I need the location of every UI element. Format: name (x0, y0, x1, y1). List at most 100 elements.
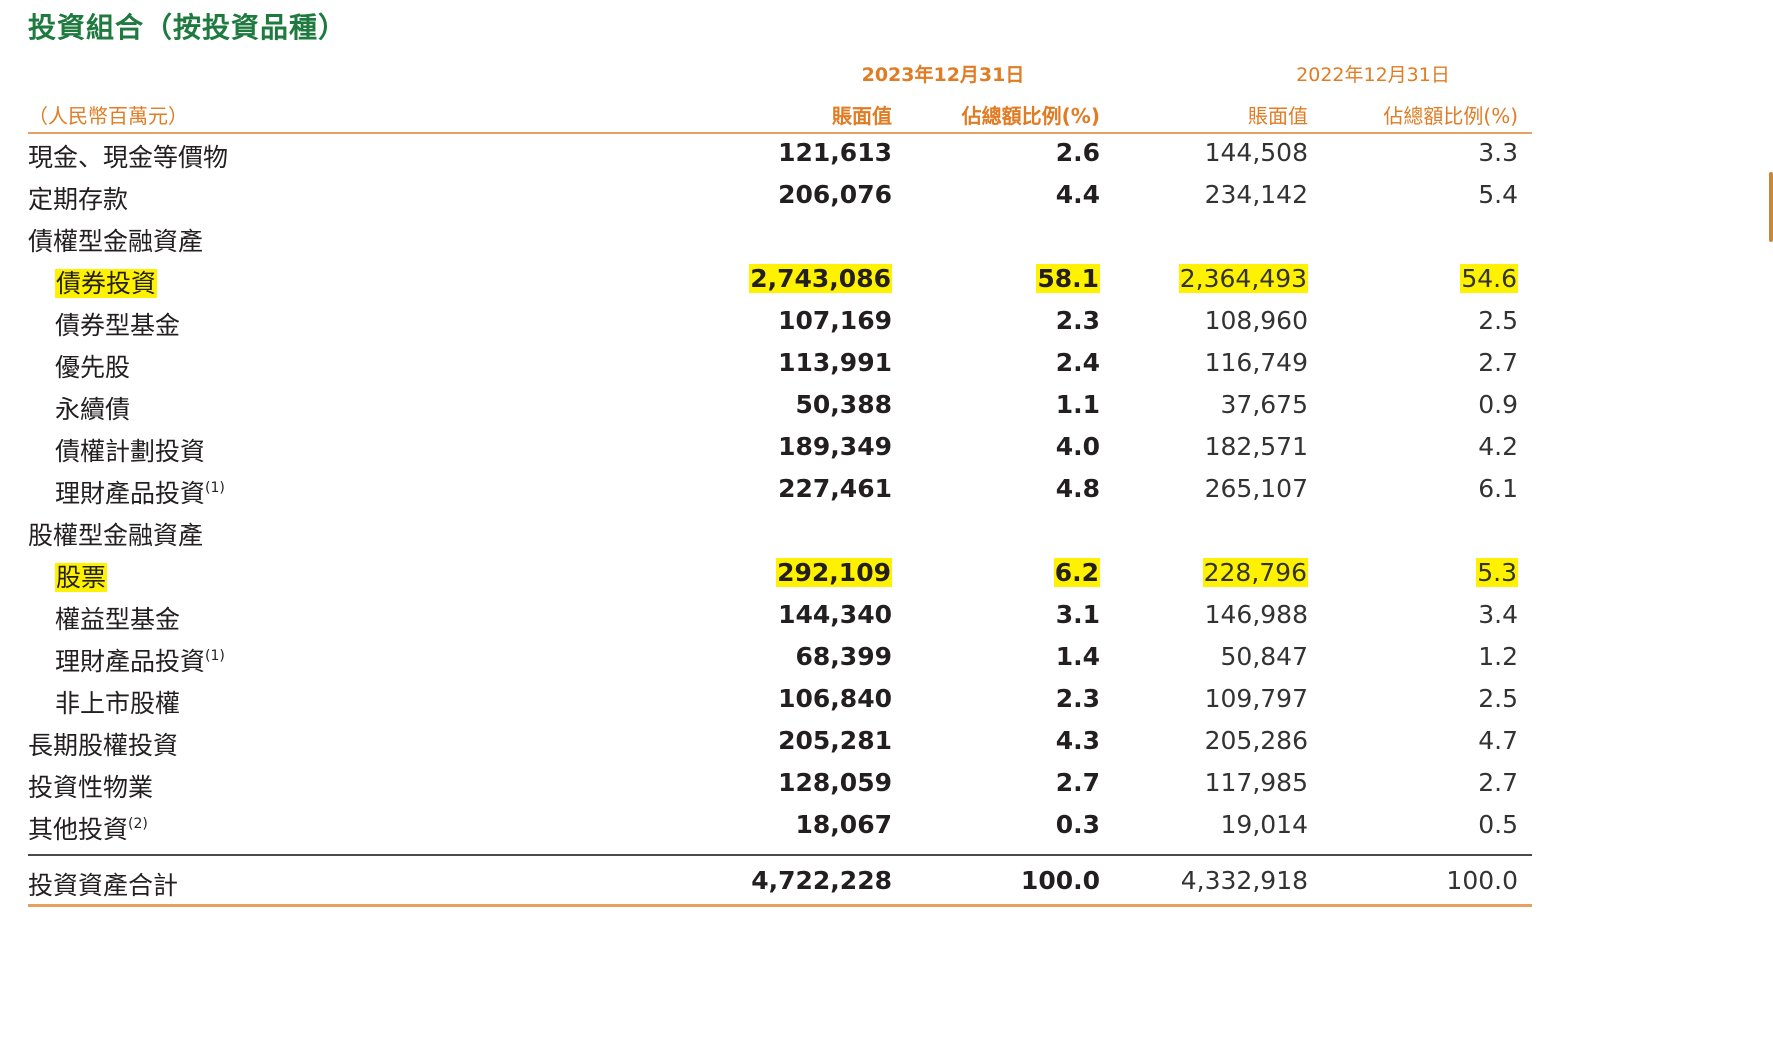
book-value-prev-cell: 265,107 (1204, 474, 1308, 503)
table-row: 債券投資 2,743,086 58.1 2,364,493 54.6 (28, 260, 1532, 302)
book-value-cell: 113,991 (778, 348, 892, 377)
row-label: 債券型基金 (55, 311, 181, 340)
book-value-prev-cell: 116,749 (1204, 348, 1308, 377)
ratio-prev-cell: 3.4 (1478, 600, 1518, 629)
book-value-prev-cell: 50,847 (1220, 642, 1308, 671)
ratio-cell: 4.0 (1055, 432, 1100, 461)
previous-year-label: 2022年12月31日 (1296, 64, 1450, 86)
table-row: 其他投資(2) 18,067 0.3 19,014 0.5 (28, 806, 1532, 848)
ratio-prev-header: 佔總額比例(%) (1383, 104, 1518, 128)
footnote-marker: (2) (128, 816, 148, 832)
book-value-cell: 106,840 (778, 684, 892, 713)
unit-label: （人民幣百萬元） (28, 104, 188, 128)
ratio-cell: 1.4 (1055, 642, 1100, 671)
table-row: 股票 292,109 6.2 228,796 5.3 (28, 554, 1532, 596)
ratio-prev-cell: 2.5 (1478, 306, 1518, 335)
column-header-row: （人民幣百萬元） 賬面值 佔總額比例(%) 賬面值 佔總額比例(%) (28, 94, 1532, 134)
row-label: 債權計劃投資 (55, 437, 206, 466)
ratio-cell: 2.6 (1055, 138, 1100, 167)
year-header-row: 2023年12月31日 2022年12月31日 (28, 52, 1532, 94)
table-row: 優先股 113,991 2.4 116,749 2.7 (28, 344, 1532, 386)
total-book-value: 4,722,228 (751, 866, 892, 895)
ratio-prev-cell: 5.3 (1476, 558, 1518, 587)
page-title: 投資組合（按投資品種） (28, 11, 348, 44)
table-row: 定期存款 206,076 4.4 234,142 5.4 (28, 176, 1532, 218)
row-label: 理財產品投資(1) (55, 647, 225, 676)
table-row: 理財產品投資(1) 227,461 4.8 265,107 6.1 (28, 470, 1532, 512)
ratio-prev-cell: 6.1 (1478, 474, 1518, 503)
book-value-cell: 227,461 (778, 474, 892, 503)
ratio-cell: 4.4 (1055, 180, 1100, 209)
book-value-prev-cell: 234,142 (1204, 180, 1308, 209)
table-row: 非上市股權 106,840 2.3 109,797 2.5 (28, 680, 1532, 722)
book-value-cell: 128,059 (778, 768, 892, 797)
row-label: 債權型金融資產 (28, 227, 204, 256)
row-label: 投資性物業 (28, 773, 154, 802)
total-ratio-prev: 100.0 (1446, 866, 1518, 895)
ratio-prev-cell: 5.4 (1478, 180, 1518, 209)
book-value-prev-cell: 19,014 (1220, 810, 1308, 839)
ratio-prev-cell: 3.3 (1478, 138, 1518, 167)
table-row: 現金、現金等價物 121,613 2.6 144,508 3.3 (28, 134, 1532, 176)
ratio-prev-cell: 1.2 (1478, 642, 1518, 671)
book-value-prev-cell: 37,675 (1220, 390, 1308, 419)
ratio-prev-cell: 0.9 (1478, 390, 1518, 419)
table-row: 長期股權投資 205,281 4.3 205,286 4.7 (28, 722, 1532, 764)
book-value-prev-cell: 2,364,493 (1178, 264, 1308, 293)
row-label: 債券投資 (55, 269, 158, 298)
ratio-cell: 4.3 (1055, 726, 1100, 755)
table-row: 永續債 50,388 1.1 37,675 0.9 (28, 386, 1532, 428)
row-label: 股票 (55, 563, 108, 592)
table-row: 債券型基金 107,169 2.3 108,960 2.5 (28, 302, 1532, 344)
book-value-prev-header: 賬面值 (1248, 104, 1308, 128)
table-row: 股權型金融資產 (28, 512, 1532, 554)
ratio-cell: 1.1 (1055, 390, 1100, 419)
ratio-cell: 6.2 (1053, 558, 1100, 587)
book-value-cell: 107,169 (778, 306, 892, 335)
book-value-prev-cell: 205,286 (1204, 726, 1308, 755)
book-value-prev-cell: 117,985 (1204, 768, 1308, 797)
ratio-cell: 0.3 (1055, 810, 1100, 839)
book-value-header: 賬面值 (832, 104, 892, 128)
total-row: 投資資產合計 4,722,228 100.0 4,332,918 100.0 (28, 854, 1532, 907)
row-label: 定期存款 (28, 185, 129, 214)
row-label: 理財產品投資(1) (55, 479, 225, 508)
book-value-prev-cell: 182,571 (1204, 432, 1308, 461)
footnote-marker: (1) (205, 480, 225, 496)
ratio-prev-cell: 2.7 (1478, 768, 1518, 797)
table-row: 權益型基金 144,340 3.1 146,988 3.4 (28, 596, 1532, 638)
book-value-cell: 144,340 (778, 600, 892, 629)
book-value-cell: 189,349 (778, 432, 892, 461)
ratio-prev-cell: 2.5 (1478, 684, 1518, 713)
ratio-cell: 2.3 (1055, 306, 1100, 335)
book-value-cell: 2,743,086 (749, 264, 892, 293)
table-row: 債權型金融資產 (28, 218, 1532, 260)
ratio-prev-cell: 4.7 (1478, 726, 1518, 755)
ratio-cell: 2.7 (1055, 768, 1100, 797)
ratio-prev-cell: 4.2 (1478, 432, 1518, 461)
row-label: 股權型金融資產 (28, 521, 204, 550)
table-row: 理財產品投資(1) 68,399 1.4 50,847 1.2 (28, 638, 1532, 680)
table-row: 債權計劃投資 189,349 4.0 182,571 4.2 (28, 428, 1532, 470)
row-label: 永續債 (55, 395, 131, 424)
table-row: 投資性物業 128,059 2.7 117,985 2.7 (28, 764, 1532, 806)
book-value-cell: 68,399 (795, 642, 892, 671)
book-value-cell: 206,076 (778, 180, 892, 209)
row-label: 長期股權投資 (28, 731, 179, 760)
footnote-marker: (1) (205, 648, 225, 664)
book-value-prev-cell: 108,960 (1204, 306, 1308, 335)
book-value-cell: 121,613 (778, 138, 892, 167)
book-value-prev-cell: 144,508 (1204, 138, 1308, 167)
ratio-prev-cell: 2.7 (1478, 348, 1518, 377)
total-label: 投資資產合計 (28, 871, 179, 900)
book-value-prev-cell: 146,988 (1204, 600, 1308, 629)
current-year-label: 2023年12月31日 (861, 64, 1025, 86)
ratio-cell: 4.8 (1055, 474, 1100, 503)
row-label: 非上市股權 (55, 689, 181, 718)
total-book-value-prev: 4,332,918 (1180, 866, 1308, 895)
ratio-cell: 2.4 (1055, 348, 1100, 377)
ratio-cell: 58.1 (1036, 264, 1100, 293)
book-value-prev-cell: 109,797 (1204, 684, 1308, 713)
ratio-header: 佔總額比例(%) (961, 104, 1100, 128)
total-ratio: 100.0 (1020, 866, 1100, 895)
